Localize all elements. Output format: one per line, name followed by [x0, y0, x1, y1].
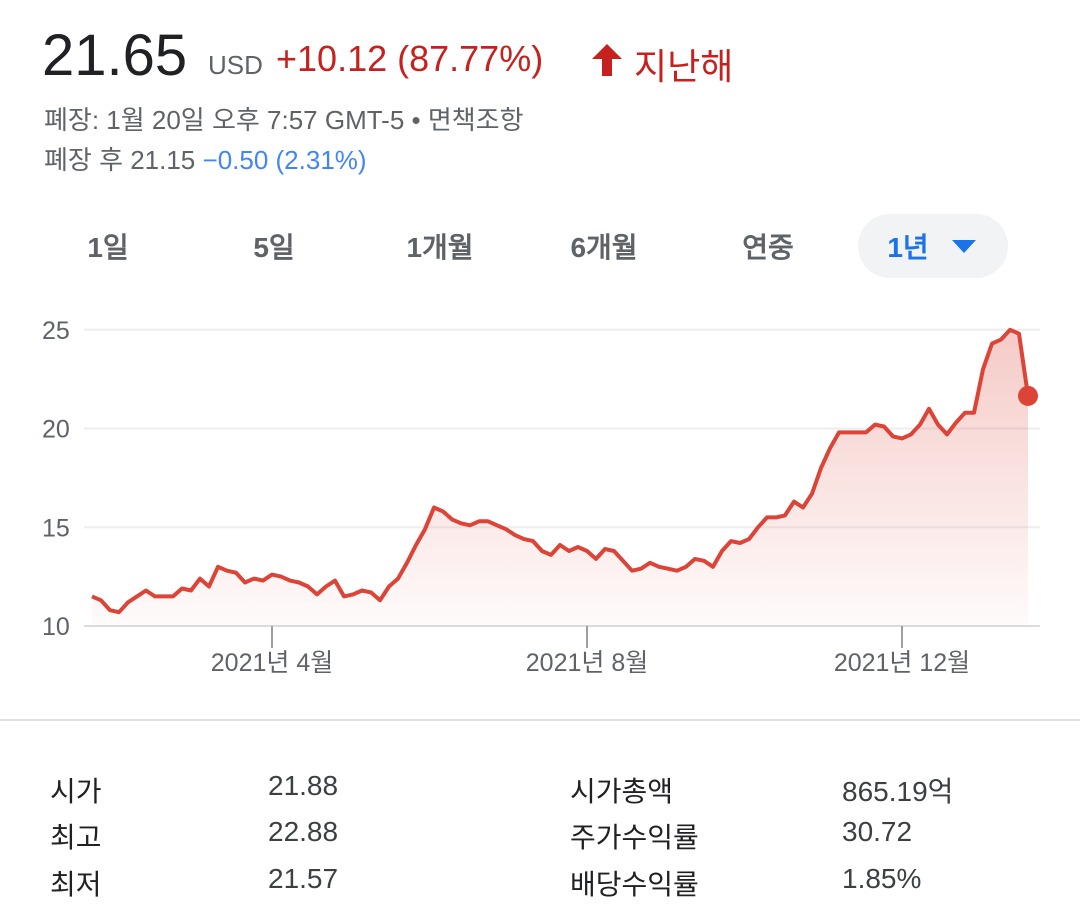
- stat-label: 배당수익률: [570, 869, 699, 900]
- after-change: −0.50 (2.31%): [202, 145, 367, 175]
- tab[interactable]: 6개월: [570, 232, 638, 263]
- change: +10.12 (87.77%): [276, 38, 544, 79]
- area: [92, 329, 1028, 626]
- stat-value: 22.88: [268, 816, 339, 847]
- stat-value: 30.72: [842, 816, 913, 847]
- price-line: [91, 327, 1030, 615]
- chart: 10 15 20 25 2021년 4월 2021년 8월 2021년 12월: [42, 240, 1040, 677]
- stat-value: 21.57: [268, 863, 339, 894]
- stat-value: 1.85%: [842, 863, 922, 894]
- stat-label: 최저: [50, 869, 102, 900]
- x-tick-label: 2021년 12월: [834, 649, 970, 677]
- after-hours: 폐장 후 21.15 −0.50 (2.31%): [44, 140, 367, 177]
- up-arrow: [592, 44, 622, 76]
- price: 21.65: [42, 23, 188, 88]
- divider: [0, 719, 1080, 721]
- stat-label: 시가총액: [570, 776, 674, 807]
- stat-label: 주가수익률: [570, 822, 699, 853]
- stat-value: 21.88: [268, 770, 339, 801]
- closed-info: 폐장: 1월 20일 오후 7:57 GMT-5 • 면책조항: [44, 105, 524, 135]
- selected-tab-bg[interactable]: [858, 214, 1008, 278]
- tab[interactable]: 5일: [253, 232, 295, 263]
- y-tick-label: 10: [42, 613, 70, 641]
- x-tick-label: 2021년 4월: [211, 649, 333, 677]
- tab[interactable]: 1년: [887, 232, 929, 263]
- y-tick-label: 20: [42, 416, 70, 444]
- tab[interactable]: 1개월: [406, 232, 474, 263]
- y-tick-label: 25: [42, 317, 70, 345]
- dropdown-icon: [952, 240, 976, 253]
- y-tick-label: 15: [42, 514, 70, 542]
- tab[interactable]: 연중: [742, 232, 794, 263]
- tab[interactable]: 1일: [87, 232, 129, 263]
- stat-label: 시가: [50, 776, 102, 807]
- stat-label: 최고: [50, 822, 102, 853]
- stat-value: 865.19억: [842, 776, 954, 807]
- after-label: 폐장 후 21.15: [44, 145, 196, 175]
- last-point: [1018, 385, 1038, 406]
- period: 지난해: [634, 46, 734, 87]
- x-tick-label: 2021년 8월: [526, 649, 648, 677]
- currency: USD: [208, 50, 263, 80]
